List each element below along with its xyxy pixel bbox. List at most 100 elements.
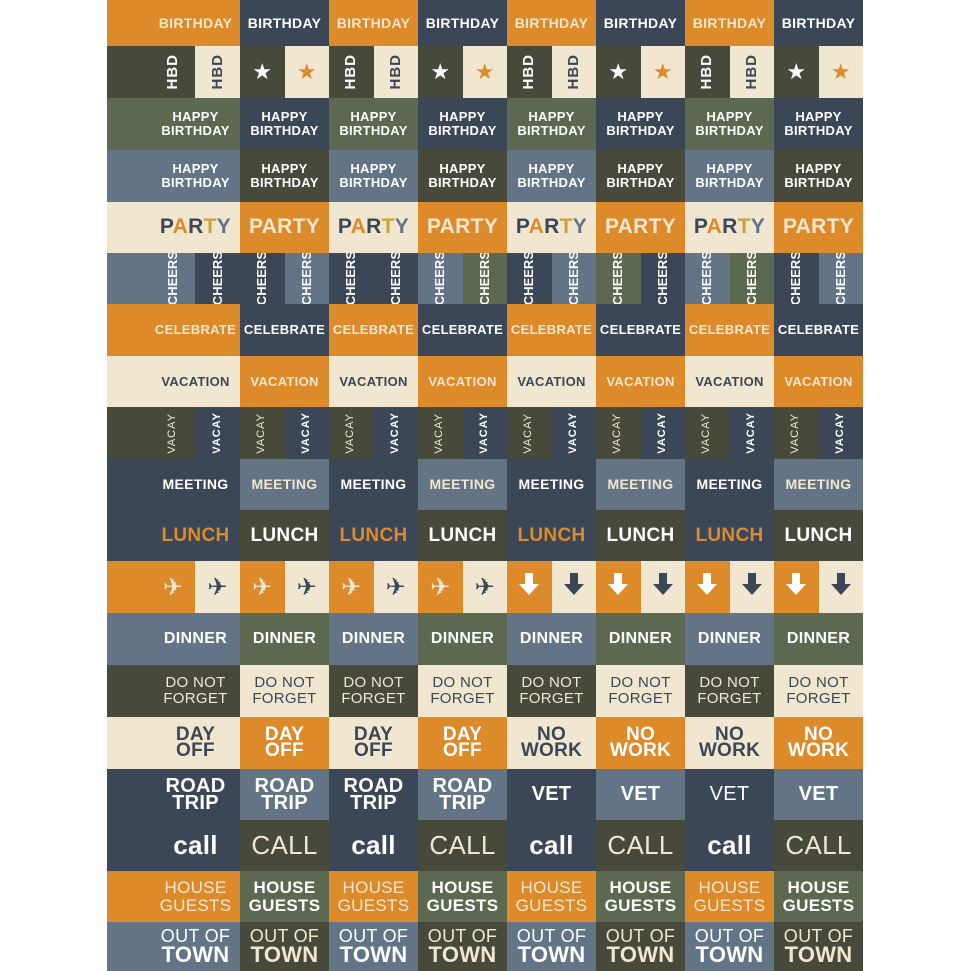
sticker-vacation[interactable]: VACATION	[507, 356, 596, 407]
sticker-half-cheers[interactable]: CHEERS	[729, 253, 774, 304]
sticker-half-travel[interactable]: ✈	[329, 561, 374, 613]
sticker-dinner[interactable]: DINNER	[240, 613, 329, 665]
sticker-do-not-forget[interactable]: DO NOT FORGET	[107, 665, 240, 717]
sticker-happy-birthday[interactable]: HAPPY BIRTHDAY	[418, 98, 507, 150]
sticker-do-not-forget[interactable]: DO NOT FORGET	[774, 665, 863, 717]
sticker-happy-birthday[interactable]: HAPPY BIRTHDAY	[329, 150, 418, 202]
sticker-day-off[interactable]: NO WORK	[507, 717, 596, 769]
sticker-cheers[interactable]: CHEERS CHEERS	[418, 253, 507, 304]
sticker-out-of-town[interactable]: OUT OF TOWN	[596, 922, 685, 971]
sticker-call[interactable]: CALL	[596, 820, 685, 871]
sticker-happy-birthday[interactable]: HAPPY BIRTHDAY	[107, 98, 240, 150]
sticker-do-not-forget[interactable]: DO NOT FORGET	[596, 665, 685, 717]
sticker-vacay[interactable]: VACAY VACAY	[507, 407, 596, 459]
sticker-half-cheers[interactable]: CHEERS	[240, 253, 285, 304]
sticker-half-hbd[interactable]: ★	[418, 46, 463, 98]
sticker-half-travel[interactable]	[596, 561, 641, 613]
sticker-half-vacay[interactable]: VACAY	[507, 407, 552, 459]
sticker-vacation[interactable]: VACATION	[685, 356, 774, 407]
sticker-call[interactable]: CALL	[774, 820, 863, 871]
sticker-half-travel[interactable]: ✈	[462, 561, 507, 613]
sticker-celebrate[interactable]: CELEBRATE	[596, 304, 685, 356]
sticker-half-travel[interactable]	[818, 561, 863, 613]
sticker-half-travel[interactable]: ✈	[418, 561, 463, 613]
sticker-house-guests[interactable]: HOUSE GUESTS	[418, 871, 507, 922]
sticker-half-cheers[interactable]: CHEERS	[284, 253, 329, 304]
sticker-half-cheers[interactable]: CHEERS	[774, 253, 819, 304]
sticker-vacay[interactable]: VACAY VACAY	[240, 407, 329, 459]
sticker-half-vacay[interactable]: VACAY	[774, 407, 819, 459]
sticker-half-vacay[interactable]: VACAY	[329, 407, 374, 459]
sticker-half-hbd[interactable]: ★	[774, 46, 819, 98]
sticker-travel[interactable]	[596, 561, 685, 613]
sticker-half-vacay[interactable]: VACAY	[418, 407, 463, 459]
sticker-birthday[interactable]: BIRTHDAY	[107, 0, 240, 46]
sticker-party[interactable]: PARTY	[107, 202, 240, 253]
sticker-half-hbd[interactable]: HBD	[729, 46, 774, 98]
sticker-vacation[interactable]: VACATION	[596, 356, 685, 407]
sticker-meeting[interactable]: MEETING	[596, 459, 685, 510]
sticker-cheers[interactable]: CHEERS CHEERS	[596, 253, 685, 304]
sticker-half-cheers[interactable]: CHEERS	[507, 253, 552, 304]
sticker-lunch[interactable]: LUNCH	[329, 510, 418, 561]
sticker-celebrate[interactable]: CELEBRATE	[329, 304, 418, 356]
sticker-dinner[interactable]: DINNER	[685, 613, 774, 665]
sticker-happy-birthday[interactable]: HAPPY BIRTHDAY	[596, 150, 685, 202]
sticker-meeting[interactable]: MEETING	[107, 459, 240, 510]
sticker-party[interactable]: PARTY	[329, 202, 418, 253]
sticker-day-off[interactable]: DAY OFF	[329, 717, 418, 769]
sticker-road-trip[interactable]: VET	[774, 769, 863, 820]
sticker-vacation[interactable]: VACATION	[240, 356, 329, 407]
sticker-cheers[interactable]: CHEERS CHEERS	[240, 253, 329, 304]
sticker-half-cheers[interactable]: CHEERS	[685, 253, 730, 304]
sticker-cheers[interactable]: CHEERS CHEERS	[329, 253, 418, 304]
sticker-half-hbd[interactable]: ★	[462, 46, 507, 98]
sticker-meeting[interactable]: MEETING	[240, 459, 329, 510]
sticker-happy-birthday[interactable]: HAPPY BIRTHDAY	[107, 150, 240, 202]
sticker-road-trip[interactable]: ROAD TRIP	[240, 769, 329, 820]
sticker-half-vacay[interactable]: VACAY	[551, 407, 596, 459]
sticker-half-vacay[interactable]: VACAY	[240, 407, 285, 459]
sticker-road-trip[interactable]: ROAD TRIP	[329, 769, 418, 820]
sticker-half-cheers[interactable]: CHEERS	[551, 253, 596, 304]
sticker-half-vacay[interactable]: VACAY	[729, 407, 774, 459]
sticker-meeting[interactable]: MEETING	[329, 459, 418, 510]
sticker-meeting[interactable]: MEETING	[418, 459, 507, 510]
sticker-half-vacay[interactable]: VACAY	[107, 407, 195, 459]
sticker-day-off[interactable]: NO WORK	[685, 717, 774, 769]
sticker-half-travel[interactable]	[729, 561, 774, 613]
sticker-half-hbd[interactable]: ★	[818, 46, 863, 98]
sticker-happy-birthday[interactable]: HAPPY BIRTHDAY	[329, 98, 418, 150]
sticker-do-not-forget[interactable]: DO NOT FORGET	[240, 665, 329, 717]
sticker-half-hbd[interactable]: HBD	[195, 46, 240, 98]
sticker-vacay[interactable]: VACAY VACAY	[596, 407, 685, 459]
sticker-out-of-town[interactable]: OUT OF TOWN	[418, 922, 507, 971]
sticker-half-travel[interactable]	[551, 561, 596, 613]
sticker-half-cheers[interactable]: CHEERS	[640, 253, 685, 304]
sticker-party[interactable]: PARTY	[685, 202, 774, 253]
sticker-half-travel[interactable]	[507, 561, 552, 613]
sticker-travel[interactable]: ✈ ✈	[418, 561, 507, 613]
sticker-vacay[interactable]: VACAY VACAY	[685, 407, 774, 459]
sticker-half-vacay[interactable]: VACAY	[462, 407, 507, 459]
sticker-hbd[interactable]: HBD HBD	[685, 46, 774, 98]
sticker-half-hbd[interactable]: HBD	[685, 46, 730, 98]
sticker-celebrate[interactable]: CELEBRATE	[107, 304, 240, 356]
sticker-vacation[interactable]: VACATION	[418, 356, 507, 407]
sticker-dinner[interactable]: DINNER	[774, 613, 863, 665]
sticker-birthday[interactable]: BIRTHDAY	[329, 0, 418, 46]
sticker-half-travel[interactable]	[640, 561, 685, 613]
sticker-hbd[interactable]: ★ ★	[774, 46, 863, 98]
sticker-happy-birthday[interactable]: HAPPY BIRTHDAY	[240, 150, 329, 202]
sticker-half-travel[interactable]: ✈	[373, 561, 418, 613]
sticker-road-trip[interactable]: VET	[596, 769, 685, 820]
sticker-road-trip[interactable]: ROAD TRIP	[107, 769, 240, 820]
sticker-happy-birthday[interactable]: HAPPY BIRTHDAY	[685, 150, 774, 202]
sticker-hbd[interactable]: HBD HBD	[107, 46, 240, 98]
sticker-half-travel[interactable]: ✈	[284, 561, 329, 613]
sticker-house-guests[interactable]: HOUSE GUESTS	[685, 871, 774, 922]
sticker-half-cheers[interactable]: CHEERS	[373, 253, 418, 304]
sticker-travel[interactable]	[507, 561, 596, 613]
sticker-half-vacay[interactable]: VACAY	[195, 407, 240, 459]
sticker-half-hbd[interactable]: ★	[596, 46, 641, 98]
